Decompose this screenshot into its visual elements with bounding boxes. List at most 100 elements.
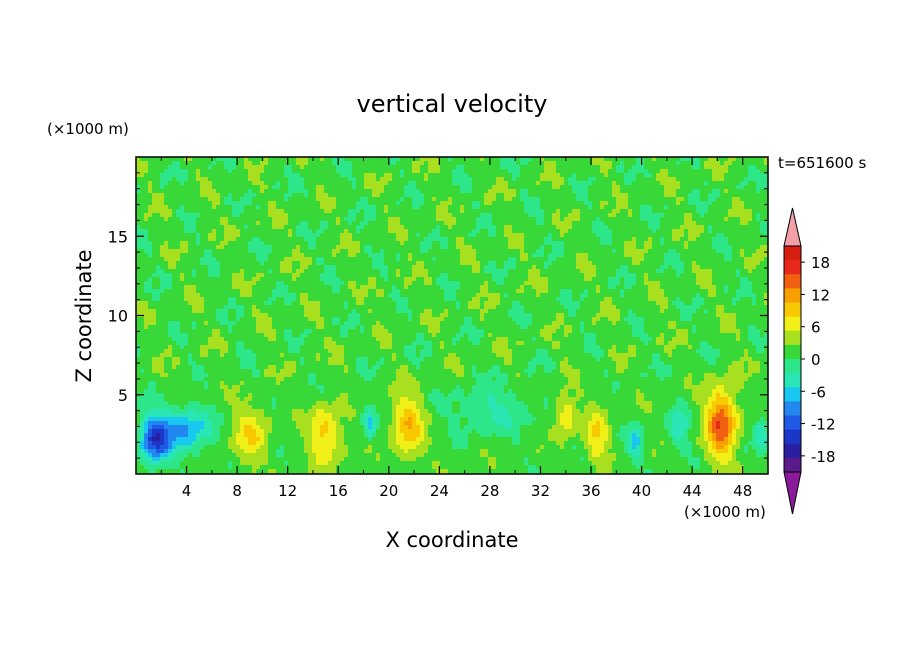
field-cell [224, 397, 240, 401]
field-cell [552, 185, 560, 189]
field-cell [584, 321, 592, 325]
field-cell [496, 225, 504, 229]
field-cell [760, 245, 768, 249]
field-cell [716, 445, 724, 449]
field-cell [308, 469, 336, 473]
field-cell [340, 233, 352, 237]
field-cell [468, 421, 496, 425]
field-cell [220, 265, 280, 269]
field-cell [688, 401, 696, 405]
field-cell [472, 321, 516, 325]
field-cell [560, 365, 572, 369]
x-tick-label: 16 [329, 482, 348, 500]
field-cell [244, 397, 252, 401]
field-cell [388, 433, 396, 437]
field-cell [200, 449, 232, 453]
field-cell [452, 409, 460, 413]
field-cell [256, 429, 264, 433]
field-cell [340, 221, 348, 225]
field-cell [388, 293, 400, 297]
field-cell [672, 229, 684, 233]
field-cell [288, 289, 332, 293]
field-cell [240, 445, 260, 449]
field-cell [580, 433, 588, 437]
field-cell [272, 289, 288, 293]
field-cell [332, 417, 340, 421]
field-cell [240, 293, 252, 297]
field-cell [304, 441, 312, 445]
field-cell [608, 213, 616, 217]
field-cell [736, 325, 748, 329]
field-cell [176, 213, 200, 217]
x-tick-label: 20 [379, 482, 398, 500]
field-cell [688, 425, 692, 429]
field-cell [328, 429, 336, 433]
field-cell [352, 309, 356, 313]
field-cell [464, 321, 472, 325]
field-cell [712, 277, 740, 281]
field-cell [356, 281, 368, 285]
field-cell [200, 453, 236, 457]
field-cell [208, 197, 220, 201]
field-cell [264, 169, 284, 173]
field-cell [328, 361, 344, 365]
field-cell [180, 361, 188, 365]
field-cell [652, 229, 656, 233]
field-cell [624, 441, 628, 445]
field-cell [420, 241, 432, 245]
field-cell [432, 421, 448, 425]
field-cell [480, 305, 484, 309]
field-cell [388, 425, 396, 429]
field-cell [148, 417, 188, 421]
field-cell [744, 361, 748, 365]
field-cell [756, 249, 768, 253]
field-cell [728, 285, 740, 289]
field-cell [364, 409, 368, 413]
field-cell [160, 177, 172, 181]
field-cell [492, 345, 508, 349]
field-cell [544, 245, 552, 249]
field-cell [348, 221, 352, 225]
field-cell [672, 425, 688, 429]
field-cell [256, 329, 276, 333]
field-cell [740, 389, 768, 393]
field-cell [312, 449, 332, 453]
field-cell [148, 209, 172, 213]
field-cell [564, 217, 580, 221]
field-cell [164, 441, 168, 445]
field-cell [232, 409, 264, 413]
field-cell [612, 181, 616, 185]
field-cell [340, 321, 344, 325]
field-cell [388, 437, 396, 441]
field-cell [136, 249, 144, 253]
field-cell [672, 433, 684, 437]
field-cell [536, 265, 544, 269]
field-cell [564, 425, 572, 429]
field-cell [188, 241, 196, 245]
field-cell [600, 169, 608, 173]
field-cell [412, 341, 432, 345]
field-cell [300, 357, 304, 361]
field-cell [664, 341, 668, 345]
field-cell [152, 293, 160, 297]
field-cell [180, 181, 184, 185]
field-cell [288, 341, 304, 345]
field-cell [392, 297, 408, 301]
field-cell [172, 409, 188, 413]
field-cell [236, 437, 248, 441]
field-cell [708, 433, 712, 437]
field-cell [420, 425, 424, 429]
field-cell [168, 437, 176, 441]
field-cell [664, 413, 672, 417]
field-cell [236, 349, 252, 353]
field-cell [212, 329, 220, 333]
field-cell [504, 225, 512, 229]
field-cell [636, 465, 640, 469]
field-cell [348, 445, 368, 449]
field-cell [236, 353, 256, 357]
field-cell [616, 165, 624, 169]
field-cell [408, 313, 412, 317]
field-cell [708, 361, 716, 365]
field-cell [268, 337, 276, 341]
field-cell [264, 157, 268, 161]
